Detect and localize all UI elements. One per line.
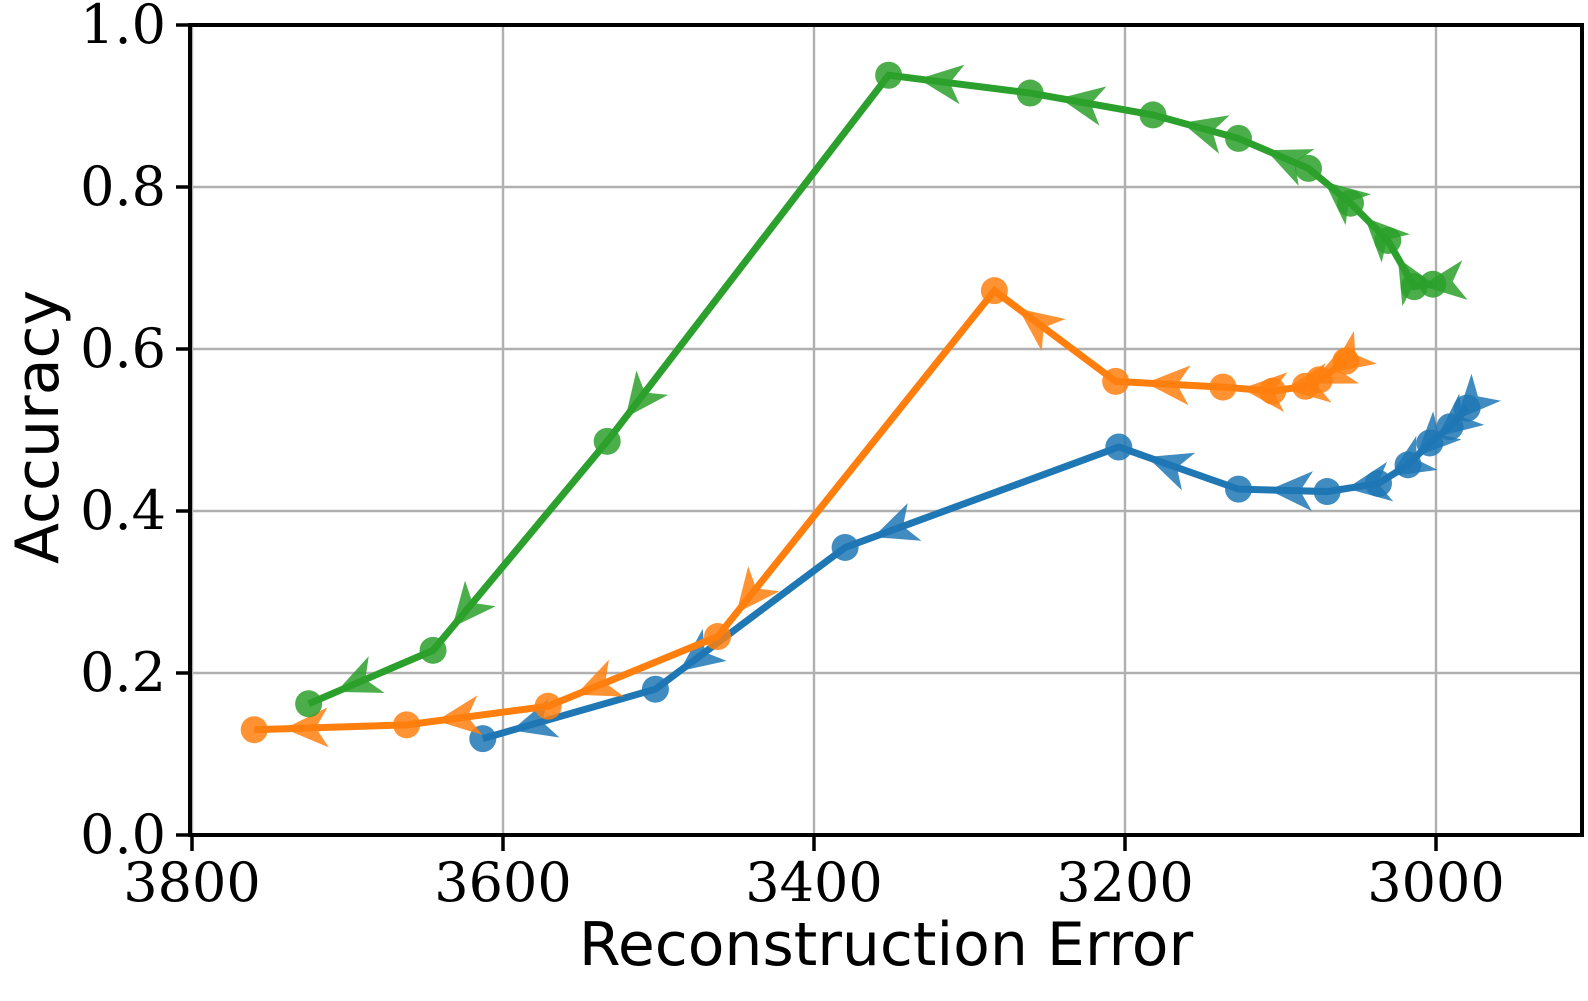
direction-arrowhead-icon (1018, 308, 1066, 352)
data-point-marker (419, 636, 447, 664)
data-point-marker (593, 427, 621, 455)
series-blue-trajectory (469, 373, 1501, 753)
direction-arrowhead-icon (1145, 365, 1191, 406)
data-point-marker (1016, 79, 1044, 107)
direction-arrowhead-icon (284, 707, 329, 748)
data-point-marker (831, 533, 859, 561)
direction-arrowhead-icon (452, 580, 496, 628)
data-point-marker (1336, 189, 1364, 217)
data-point-marker (1313, 478, 1341, 506)
y-tick-label: 0.6 (80, 317, 166, 380)
data-point-marker (1394, 451, 1422, 479)
series-green-trajectory (295, 61, 1468, 718)
data-point-marker (980, 277, 1008, 305)
data-point-marker (1364, 469, 1392, 497)
data-point-marker (295, 690, 323, 718)
x-tick-label: 3800 (123, 851, 261, 914)
y-tick-label: 0.4 (80, 479, 166, 542)
y-tick-label: 0.2 (80, 641, 166, 704)
direction-arrowhead-icon (1266, 149, 1315, 186)
data-point-marker (1374, 226, 1402, 254)
x-tick-label: 3000 (1367, 851, 1505, 914)
plot-border (188, 23, 1584, 837)
x-axis-title: Reconstruction Error (578, 910, 1194, 980)
direction-arrowhead-icon (736, 566, 780, 614)
direction-arrowhead-icon (1059, 86, 1107, 126)
data-point-marker (1400, 273, 1428, 301)
data-point-marker (1105, 433, 1133, 461)
y-tick-label: 0.0 (80, 803, 166, 866)
data-point-marker (1436, 413, 1464, 441)
x-tick-label: 3600 (434, 851, 572, 914)
data-point-marker (1332, 347, 1360, 375)
direction-arrowhead-icon (336, 656, 385, 693)
data-point-marker (1294, 154, 1322, 182)
series-line (481, 405, 1470, 742)
data-point-marker (240, 716, 268, 744)
direction-arrowhead-icon (1181, 115, 1230, 154)
direction-arrowhead-icon (436, 695, 483, 736)
direction-arrowhead-icon (511, 699, 560, 738)
y-tick-label: 1.0 (80, 0, 166, 56)
data-point-marker (1259, 377, 1287, 405)
y-tick-label: 0.8 (80, 155, 166, 218)
data-point-marker (1453, 394, 1481, 422)
data-point-marker (534, 692, 562, 720)
data-point-marker (641, 675, 669, 703)
direction-arrowhead-icon (575, 659, 625, 697)
data-point-marker (1102, 367, 1130, 395)
data-point-marker (875, 61, 903, 89)
data-point-marker (393, 711, 421, 739)
direction-arrowhead-icon (1364, 217, 1410, 263)
direction-arrowhead-icon (873, 503, 922, 541)
x-tick-label: 3200 (1056, 851, 1194, 914)
series-orange-trajectory (240, 277, 1377, 748)
data-point-marker (1225, 124, 1253, 152)
x-tick-label: 3400 (745, 851, 883, 914)
data-point-marker (1225, 475, 1253, 503)
data-point-marker (1291, 372, 1319, 400)
direction-arrowhead-icon (625, 370, 669, 418)
data-point-marker (1209, 373, 1237, 401)
direction-arrowhead-icon (1268, 471, 1314, 512)
direction-arrowhead-icon (918, 64, 965, 105)
data-point-marker (704, 623, 732, 651)
data-point-marker (1139, 101, 1167, 129)
direction-arrowhead-icon (679, 628, 727, 672)
data-point-marker (1416, 429, 1444, 457)
direction-arrowhead-icon (1147, 452, 1196, 491)
